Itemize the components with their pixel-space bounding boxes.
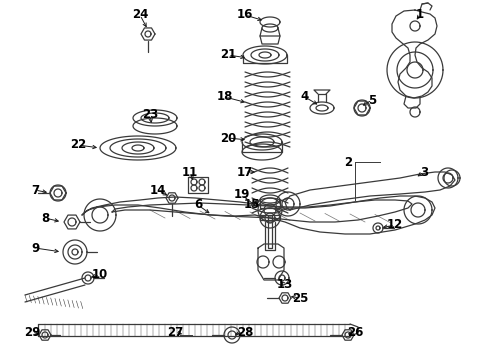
Text: 17: 17 (236, 166, 253, 179)
Text: 22: 22 (70, 139, 86, 152)
Text: 20: 20 (220, 131, 236, 144)
Text: 6: 6 (193, 198, 202, 211)
Text: 5: 5 (367, 94, 375, 107)
Text: 21: 21 (220, 49, 236, 62)
Text: 4: 4 (300, 90, 308, 104)
Text: 13: 13 (276, 279, 292, 292)
Text: 24: 24 (132, 9, 148, 22)
Text: 14: 14 (149, 184, 166, 197)
Text: 16: 16 (236, 9, 253, 22)
Text: 3: 3 (419, 166, 427, 179)
Text: 11: 11 (182, 166, 198, 179)
Text: 9: 9 (31, 242, 39, 255)
Text: 15: 15 (244, 198, 260, 211)
Text: 18: 18 (216, 90, 233, 104)
Text: 2: 2 (343, 156, 351, 168)
Text: 29: 29 (24, 325, 40, 338)
Text: 26: 26 (346, 325, 363, 338)
Text: 7: 7 (31, 184, 39, 197)
Text: 28: 28 (236, 325, 253, 338)
Text: 23: 23 (142, 108, 158, 122)
Text: 1: 1 (415, 9, 423, 22)
Text: 10: 10 (92, 269, 108, 282)
Text: 8: 8 (41, 211, 49, 225)
Text: 12: 12 (386, 219, 402, 231)
Text: 27: 27 (166, 325, 183, 338)
Text: 25: 25 (291, 292, 307, 305)
Text: 19: 19 (233, 189, 250, 202)
